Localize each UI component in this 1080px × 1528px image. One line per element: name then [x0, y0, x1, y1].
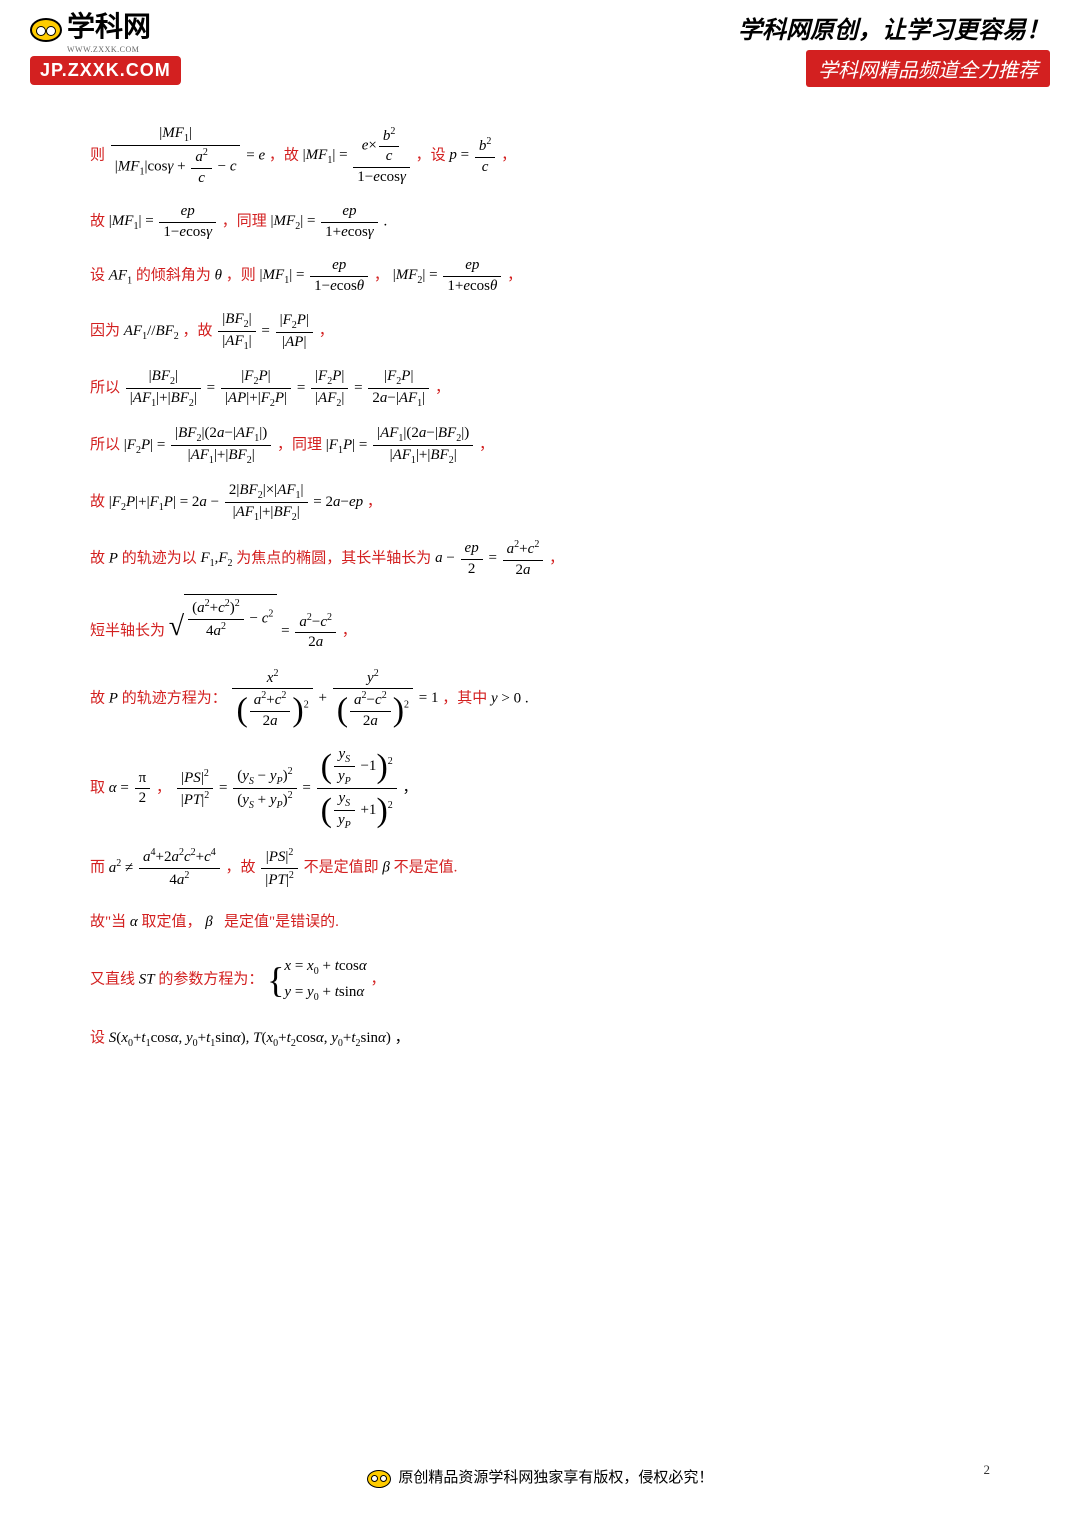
text-c6: ， — [479, 437, 494, 453]
equation-line-9: 短半轴长为 √(a2+c2)24a2 − c2 = a2−c22a ， — [90, 594, 990, 653]
text-yinwei: 因为 — [90, 323, 120, 339]
text-c3b: ， — [507, 267, 522, 283]
text-tongli6: ，同理 — [277, 437, 322, 453]
equation-line-4: 因为 AF1//BF2 ，故 |BF2||AF1| = |F2P||AP| ， — [90, 310, 990, 353]
text-bushi: 不是定值即 — [304, 860, 379, 876]
text-gu: ，故 — [269, 147, 299, 163]
text-c8: ， — [549, 550, 564, 566]
equation-line-15: 设 S(x0+t1cosα, y0+t1sinα), T(x0+t2cosα, … — [90, 1020, 990, 1056]
text-then: 则 — [90, 147, 105, 163]
text-c5: ， — [435, 380, 450, 396]
text-c14: ， — [370, 972, 385, 988]
logo-text: 学科网 — [67, 5, 151, 45]
content-area: 则 |MF1||MF1|cosγ + a2c − c = e ，故 |MF1| … — [0, 90, 1080, 1090]
text-suoyi: 所以 — [90, 380, 120, 396]
equation-line-8: 故 P 的轨迹为以 F1,F2 为焦点的椭圆，其长半轴长为 a − ep2 = … — [90, 538, 990, 580]
equation-line-7: 故 |F2P|+|F1P| = 2a − 2|BF2|×|AF1||AF1|+|… — [90, 481, 990, 524]
text-gu2: 故 — [90, 213, 105, 229]
equation-line-12: 而 a2 ≠ a4+2a2c2+c44a2 ，故 |PS|2|PT|2 不是定值… — [90, 846, 990, 890]
text-ze: ，则 — [226, 267, 256, 283]
text-c15: ， — [395, 1030, 410, 1046]
equation-line-11: 取 α = π2 ， |PS|2|PT|2 = (yS − yP)2(yS + … — [90, 745, 990, 832]
equation-line-10: 故 P 的轨迹方程为： x2(a2+c22a)2 + y2(a2−c22a)2 … — [90, 667, 990, 732]
equation-line-5: 所以 |BF2||AF1|+|BF2| = |F2P||AP|+|F2P| = … — [90, 367, 990, 410]
text-she: ，设 — [416, 147, 446, 163]
text-she15: 设 — [90, 1030, 105, 1046]
text-gu7: 故 — [90, 494, 105, 510]
text-qingxie: 的倾斜角为 — [136, 267, 211, 283]
logo-url: WWW.ZXXK.COM — [67, 45, 151, 54]
owl-logo-icon — [30, 18, 62, 42]
text-duanban: 短半轴长为 — [90, 623, 165, 639]
text-quding: 取定值， — [142, 914, 202, 930]
text-gudang: 故"当 — [90, 914, 126, 930]
text-comma: ， — [501, 147, 516, 163]
logo-text-block: 学科网 WWW.ZXXK.COM — [67, 5, 151, 54]
page-number: 2 — [984, 1462, 991, 1478]
text-youzhixian: 又直线 — [90, 972, 135, 988]
equation-line-1: 则 |MF1||MF1|cosγ + a2c − c = e ，故 |MF1| … — [90, 124, 990, 188]
text-qu: 取 — [90, 780, 105, 796]
text-p10: . — [525, 690, 529, 706]
equation-line-6: 所以 |F2P| = |BF2|(2a−|AF1|)|AF1|+|BF2| ，同… — [90, 424, 990, 467]
text-gu4: ，故 — [183, 323, 213, 339]
equation-line-14: 又直线 ST 的参数方程为： {x = x0 + tcosαy = y0 + t… — [90, 954, 990, 1006]
header-right: 学科网原创，让学习更容易！ 学科网精品频道全力推荐 — [738, 10, 1050, 87]
equation-line-3: 设 AF1 的倾斜角为 θ ，则 |MF1| = ep1−ecosθ ， |MF… — [90, 256, 990, 296]
page-header: 学科网 WWW.ZXXK.COM JP.ZXXK.COM 学科网原创，让学习更容… — [0, 0, 1080, 90]
text-gu8: 故 — [90, 550, 105, 566]
logo-badge: JP.ZXXK.COM — [30, 56, 181, 85]
text-bushiding: 不是定值. — [394, 860, 458, 876]
text-canshufc: 的参数方程为： — [158, 972, 263, 988]
promo-badge: 学科网精品频道全力推荐 — [806, 50, 1050, 87]
text-qizhong: ，其中 — [442, 690, 487, 706]
equation-line-13: 故"当 α 取定值， β 是定值"是错误的. — [90, 904, 990, 940]
text-jiaodian: 为焦点的椭圆，其长半轴长为 — [236, 550, 431, 566]
page-footer: 原创精品资源学科网独家享有版权，侵权必究！ — [0, 1466, 1080, 1488]
text-cuowu: 是定值"是错误的. — [224, 914, 339, 930]
text-tongli: ，同理 — [222, 213, 267, 229]
logo-area: 学科网 WWW.ZXXK.COM JP.ZXXK.COM — [30, 5, 181, 85]
footer-owl-icon — [367, 1470, 391, 1488]
text-er: 而 — [90, 860, 105, 876]
text-she3: 设 — [90, 267, 105, 283]
text-c11b: ， — [403, 780, 418, 796]
footer-text: 原创精品资源学科网独家享有版权，侵权必究！ — [398, 1470, 713, 1486]
text-c7: ， — [367, 494, 382, 510]
text-guiji: 的轨迹为以 — [122, 550, 197, 566]
text-c11: ， — [156, 780, 171, 796]
text-c9: ， — [342, 623, 357, 639]
text-suoyi6: 所以 — [90, 437, 120, 453]
text-gu10: 故 — [90, 690, 105, 706]
text-guijifc: 的轨迹方程为： — [122, 690, 227, 706]
text-c4: ， — [319, 323, 334, 339]
text-period: . — [383, 213, 387, 229]
slogan: 学科网原创，让学习更容易！ — [738, 10, 1050, 45]
text-gu12: ，故 — [226, 860, 256, 876]
equation-line-2: 故 |MF1| = ep1−ecosγ ，同理 |MF2| = ep1+ecos… — [90, 202, 990, 242]
logo-top: 学科网 WWW.ZXXK.COM — [30, 5, 181, 54]
text-c3: ， — [374, 267, 389, 283]
